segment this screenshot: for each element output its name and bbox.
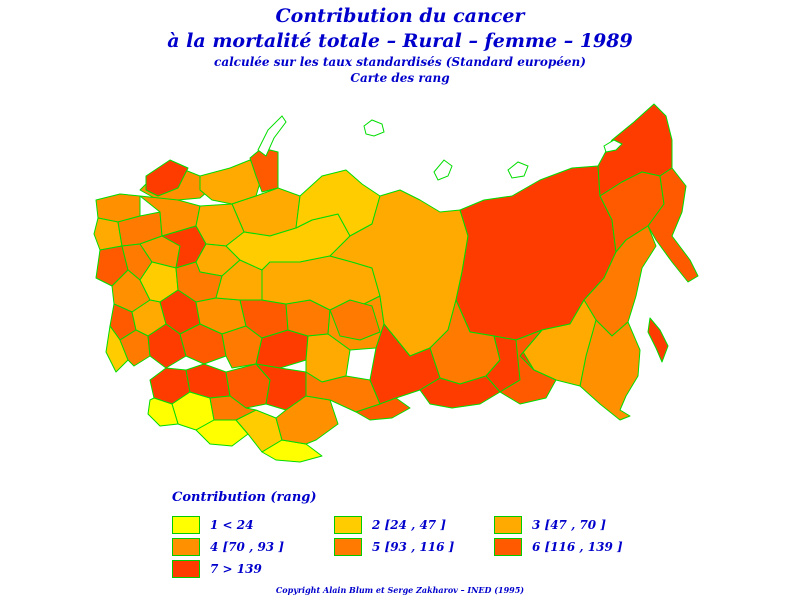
title-line-3: calculée sur les taux standardisés (Stan… [214,55,586,69]
legend-title: Contribution (rang) [172,490,317,505]
region-tuva [419,375,501,409]
legend-label-7: 7 > 139 [210,562,262,576]
legend-item-7: 7 > 139 [172,559,262,579]
legend-label-5: 5 [93 , 116 ] [372,540,455,554]
region-altai [355,397,411,421]
legend-item-2: 2 [24 , 47 ] [334,515,446,535]
legend-item-3: 3 [47 , 70 ] [494,515,606,535]
region-south-6 [185,363,231,399]
legend-item-6: 6 [116 , 139 ] [494,537,623,557]
island-wrangel [603,139,623,153]
legend-label-6: 6 [116 , 139 ] [532,540,623,554]
legend-swatch-5 [334,538,362,556]
region-sakhalin [647,317,669,363]
title-line-1: Contribution du cancer [275,5,525,27]
region-karelia [145,159,189,197]
legend-item-4: 4 [70 , 93 ] [172,537,284,557]
region-chita [499,329,557,405]
region-tomsk [329,299,381,341]
title-line-4: Carte des rang [350,71,450,85]
legend-item-1: 1 < 24 [172,515,253,535]
legend-label-4: 4 [70 , 93 ] [210,540,284,554]
legend-swatch-7 [172,560,200,578]
region-south-9 [209,395,257,421]
island-novaya-zemlya [257,115,287,157]
legend-swatch-1 [172,516,200,534]
legend-label-3: 3 [47 , 70 ] [532,518,606,532]
legend-swatch-3 [494,516,522,534]
map-titles: Contribution du cancer à la mortalité to… [0,4,800,86]
legend-swatch-4 [172,538,200,556]
title-line-2: à la mortalité totale – Rural – femme – … [167,30,633,52]
legend-item-5: 5 [93 , 116 ] [334,537,454,557]
region-khakassia [369,323,441,405]
island-franz-josef [363,119,385,137]
region-south-11 [147,397,179,427]
island-new-siberian [507,161,529,179]
region-west-2 [105,325,129,373]
legend-label-1: 1 < 24 [210,518,254,532]
copyright-notice: Copyright Alain Blum et Serge Zakharov –… [275,585,525,595]
legend-swatch-6 [494,538,522,556]
island-severnaya-zemlya [433,159,453,181]
legend-label-2: 2 [24 , 47 ] [372,518,446,532]
legend-swatch-2 [334,516,362,534]
